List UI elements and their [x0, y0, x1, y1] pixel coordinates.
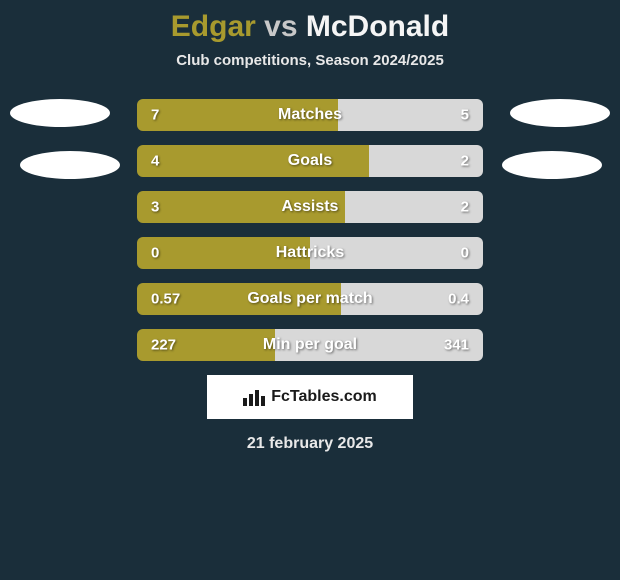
stat-label: Assists	[137, 198, 483, 216]
stat-row: Min per goal227 341	[137, 329, 483, 361]
comparison-title: Edgar vs McDonald	[0, 10, 620, 44]
stat-row: Matches7 5	[137, 99, 483, 131]
stat-row: Assists3 2	[137, 191, 483, 223]
player2-avatar-shadow	[502, 151, 602, 179]
stat-value-left: 0.57	[151, 291, 180, 308]
stat-value-right: 5	[461, 107, 469, 124]
footer-logo-text: FcTables.com	[271, 388, 377, 406]
stat-row: Goals4 2	[137, 145, 483, 177]
stat-label: Goals	[137, 152, 483, 170]
stat-value-left: 3	[151, 199, 159, 216]
stat-label: Matches	[137, 106, 483, 124]
stat-label: Goals per match	[137, 290, 483, 308]
player2-name: McDonald	[306, 10, 449, 43]
stat-label: Hattricks	[137, 244, 483, 262]
stat-row: Hattricks0 0	[137, 237, 483, 269]
stat-value-right: 0	[461, 245, 469, 262]
stat-value-left: 7	[151, 107, 159, 124]
stat-value-right: 341	[444, 337, 469, 354]
comparison-bars: Matches75Goals42Assists32Hattricks00Goal…	[137, 99, 483, 361]
player1-avatar	[10, 99, 110, 127]
footer-date: 21 february 2025	[0, 435, 620, 453]
stat-value-right: 2	[461, 199, 469, 216]
bar-chart-icon	[243, 388, 265, 406]
stat-value-left: 4	[151, 153, 159, 170]
player2-avatar	[510, 99, 610, 127]
stat-value-left: 227	[151, 337, 176, 354]
vs-text: vs	[264, 10, 297, 43]
stat-value-right: 2	[461, 153, 469, 170]
stat-row: Goals per match0.57 0.4	[137, 283, 483, 315]
stat-label: Min per goal	[137, 336, 483, 354]
stat-value-right: 0.4	[448, 291, 469, 308]
player1-name: Edgar	[171, 10, 256, 43]
player1-avatar-shadow	[20, 151, 120, 179]
stat-value-left: 0	[151, 245, 159, 262]
stats-area: Matches75Goals42Assists32Hattricks00Goal…	[0, 99, 620, 361]
subtitle: Club competitions, Season 2024/2025	[0, 52, 620, 69]
footer-logo[interactable]: FcTables.com	[207, 375, 413, 419]
